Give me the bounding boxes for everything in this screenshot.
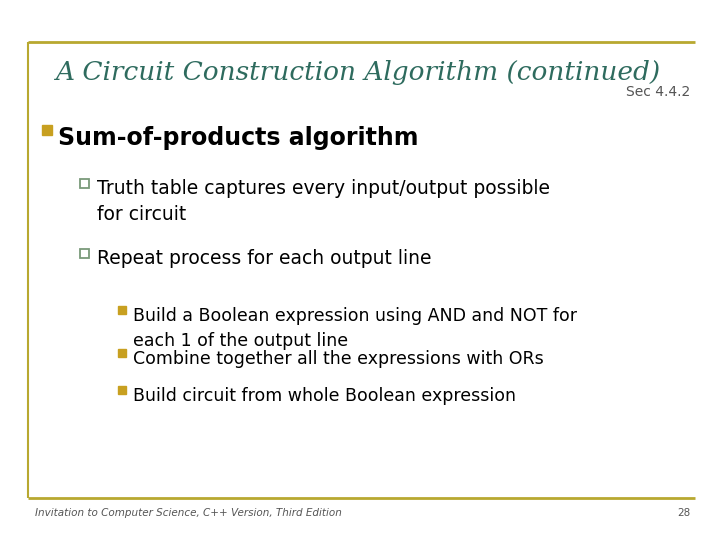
Text: Sum-of-products algorithm: Sum-of-products algorithm (58, 126, 418, 150)
Text: Build circuit from whole Boolean expression: Build circuit from whole Boolean express… (133, 387, 516, 405)
Text: Sec 4.4.2: Sec 4.4.2 (626, 85, 690, 99)
Text: 28: 28 (677, 508, 690, 518)
Bar (118, 349, 126, 357)
FancyBboxPatch shape (80, 179, 89, 187)
Text: Repeat process for each output line: Repeat process for each output line (97, 249, 431, 268)
Text: A Circuit Construction Algorithm (continued): A Circuit Construction Algorithm (contin… (55, 60, 660, 85)
Text: Build a Boolean expression using AND and NOT for
each 1 of the output line: Build a Boolean expression using AND and… (133, 307, 577, 350)
Bar (118, 386, 126, 394)
Text: Combine together all the expressions with ORs: Combine together all the expressions wit… (133, 350, 544, 368)
Text: Truth table captures every input/output possible
for circuit: Truth table captures every input/output … (97, 179, 550, 225)
Bar (118, 306, 126, 314)
Bar (42, 125, 52, 135)
Text: Invitation to Computer Science, C++ Version, Third Edition: Invitation to Computer Science, C++ Vers… (35, 508, 342, 518)
FancyBboxPatch shape (80, 248, 89, 258)
